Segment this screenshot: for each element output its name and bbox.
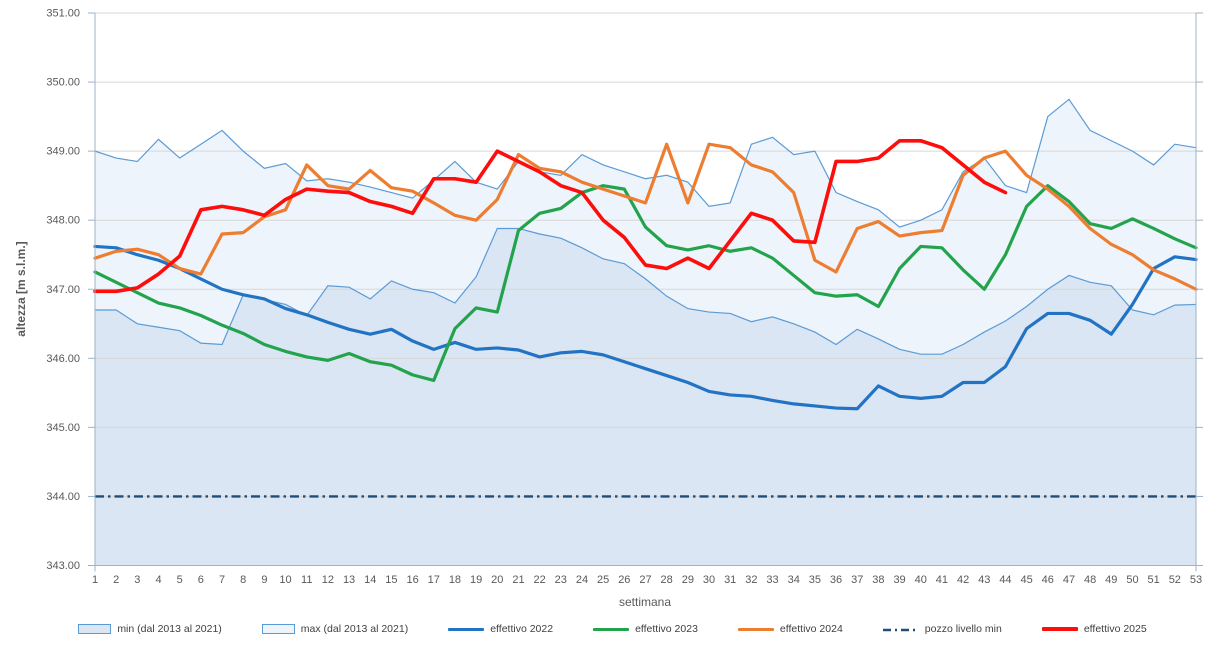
x-tick-label: 4 (155, 574, 161, 586)
legend-label: pozzo livello min (924, 623, 1002, 635)
legend-item-effettivo-2024: effettivo 2024 (737, 623, 843, 635)
x-tick-label: 26 (618, 574, 630, 586)
legend-swatch (261, 624, 295, 634)
series-effettivo-2023 (93, 184, 1198, 383)
x-tick-label: 29 (682, 574, 694, 586)
x-tick-label: 30 (703, 574, 715, 586)
x-tick-label: 28 (661, 574, 673, 586)
legend-swatch (448, 627, 485, 631)
x-tick-label: 53 (1190, 574, 1202, 586)
x-tick-label: 9 (261, 574, 267, 586)
x-tick-label: 38 (872, 574, 884, 586)
x-tick-label: 35 (809, 574, 821, 586)
x-tick-label: 36 (830, 574, 842, 586)
area-border-min (95, 227, 1197, 355)
x-tick-label: 50 (1126, 574, 1138, 586)
x-tick-label: 33 (766, 574, 778, 586)
x-tick-label: 10 (279, 574, 291, 586)
x-tick-label: 5 (177, 574, 183, 586)
y-tick-label: 351.00 (46, 8, 80, 20)
x-tick-label: 22 (534, 574, 546, 586)
legend-label: min (dal 2013 al 2021) (117, 623, 222, 635)
x-tick-label: 2 (113, 574, 119, 586)
x-tick-label: 6 (198, 574, 204, 586)
x-tick-label: 27 (639, 574, 651, 586)
x-tick-label: 20 (491, 574, 503, 586)
x-tick-label: 7 (219, 574, 225, 586)
x-tick-label: 45 (1020, 574, 1032, 586)
x-tick-label: 15 (385, 574, 397, 586)
x-tick-label: 14 (364, 574, 376, 586)
x-tick-label: 47 (1063, 574, 1075, 586)
x-tick-label: 41 (936, 574, 948, 586)
legend-label: effettivo 2022 (490, 623, 554, 635)
legend-label: effettivo 2025 (1083, 623, 1147, 635)
legend-item-effettivo-2022: effettivo 2022 (448, 623, 553, 635)
y-tick-label: 348.00 (46, 215, 80, 227)
x-tick-label: 44 (999, 574, 1011, 586)
legend-item-pozzo-livello-min: pozzo livello min (882, 623, 1002, 635)
legend-label: effettivo 2023 (635, 623, 698, 635)
y-tick-label: 345.00 (46, 422, 80, 434)
x-tick-label: 39 (893, 574, 905, 586)
series-effettivo-2025 (93, 138, 1008, 294)
x-tick-label: 34 (788, 574, 800, 586)
x-tick-label: 51 (1148, 574, 1160, 586)
y-tick-label: 344.00 (46, 491, 80, 503)
x-tick-label: 24 (576, 574, 588, 586)
x-tick-label: 8 (240, 574, 246, 586)
legend-swatch (737, 627, 774, 631)
series-effettivo-2024 (93, 142, 1198, 291)
x-tick-label: 43 (978, 574, 990, 586)
x-tick-label: 1 (92, 574, 98, 586)
area-min (95, 228, 1196, 566)
area-border-max (94, 98, 1197, 228)
x-tick-label: 12 (322, 574, 334, 586)
x-tick-label: 42 (957, 574, 969, 586)
y-tick-label: 347.00 (46, 284, 80, 296)
x-tick-label: 52 (1169, 574, 1181, 586)
legend: min (dal 2013 al 2021) max (dal 2013 al 2… (0, 623, 1225, 635)
x-tick-label: 23 (555, 574, 567, 586)
x-tick-label: 37 (851, 574, 863, 586)
legend-swatch (1041, 627, 1078, 631)
y-tick-label: 350.00 (46, 77, 80, 89)
legend-item-max-dal-2013-al-2021-: max (dal 2013 al 2021) (261, 623, 409, 635)
y-tick-label: 346.00 (46, 353, 80, 365)
x-tick-label: 31 (724, 574, 736, 586)
x-tick-label: 32 (745, 574, 757, 586)
legend-swatch (882, 625, 919, 633)
legend-item-min-dal-2013-al-2021-: min (dal 2013 al 2021) (78, 623, 222, 635)
y-axis-title: altezza [m s.l.m.] (14, 241, 28, 337)
y-tick-label: 349.00 (46, 146, 80, 158)
x-tick-label: 17 (428, 574, 440, 586)
x-tick-label: 18 (449, 574, 461, 586)
legend-swatch (593, 627, 630, 631)
legend-swatch (78, 624, 112, 634)
series-effettivo-2022 (93, 244, 1198, 411)
legend-item-effettivo-2025: effettivo 2025 (1041, 623, 1147, 635)
x-tick-label: 19 (470, 574, 482, 586)
x-tick-label: 21 (512, 574, 524, 586)
x-axis-title: settimana (618, 595, 672, 609)
x-tick-label: 25 (597, 574, 609, 586)
legend-label: effettivo 2024 (779, 623, 843, 635)
x-tick-label: 40 (915, 574, 927, 586)
legend-item-effettivo-2023: effettivo 2023 (593, 623, 698, 635)
x-tick-label: 11 (301, 574, 312, 586)
legend-label: max (dal 2013 al 2021) (300, 623, 409, 635)
x-tick-label: 13 (343, 574, 355, 586)
x-tick-label: 48 (1084, 574, 1096, 586)
y-tick-label: 343.00 (46, 560, 80, 572)
x-tick-label: 16 (406, 574, 418, 586)
x-tick-label: 46 (1042, 574, 1054, 586)
x-tick-label: 3 (134, 574, 140, 586)
x-tick-label: 49 (1105, 574, 1117, 586)
